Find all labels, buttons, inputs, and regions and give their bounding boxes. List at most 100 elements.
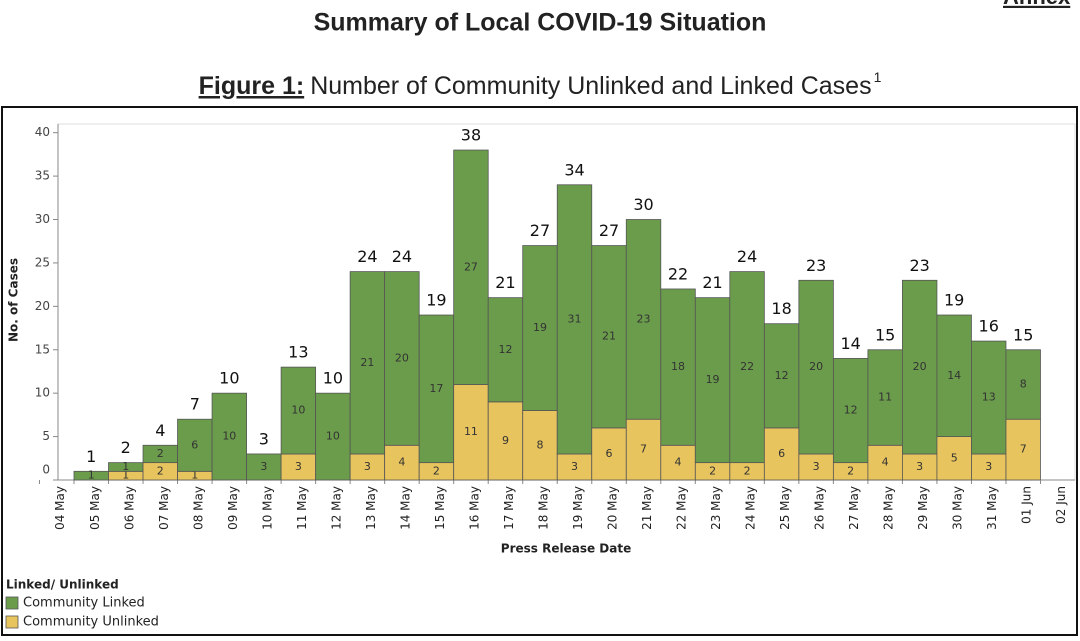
segment-label: 20 <box>809 360 823 373</box>
bar-segment <box>798 453 834 481</box>
y-tick-label: 15 <box>35 342 50 356</box>
bar-segment <box>1005 418 1041 481</box>
bar-segment <box>660 444 696 481</box>
total-label: 23 <box>806 256 826 275</box>
segment-label: 4 <box>882 456 889 469</box>
bar-segment <box>487 401 524 481</box>
total-label: 10 <box>323 369 343 388</box>
segment-label: 21 <box>360 356 374 369</box>
bar-segment <box>280 453 317 481</box>
x-tick-label: 23 May <box>709 486 723 530</box>
x-tick-label: 13 May <box>364 486 378 530</box>
segment-label: 13 <box>982 391 996 404</box>
total-label: 24 <box>392 247 412 266</box>
segment-label: 2 <box>709 464 716 477</box>
x-tick-label: 17 May <box>502 486 516 530</box>
segment-label: 20 <box>395 351 409 364</box>
segment-label: 10 <box>326 430 340 443</box>
bar-segment <box>522 245 558 411</box>
segment-label: 20 <box>913 360 927 373</box>
segment-label: 2 <box>157 464 164 477</box>
segment-label: 8 <box>1020 377 1027 390</box>
segment-label: 6 <box>606 447 613 460</box>
y-tick-label: 10 <box>35 386 50 400</box>
total-label: 27 <box>599 221 619 240</box>
x-tick-label: 07 May <box>157 486 171 530</box>
bar-segment <box>660 288 696 446</box>
y-tick-label: 35 <box>35 169 50 183</box>
total-label: 27 <box>530 221 550 240</box>
segment-label: 19 <box>533 321 547 334</box>
total-label: 21 <box>702 273 722 292</box>
total-label: 24 <box>357 247 377 266</box>
bar-segment <box>763 427 800 481</box>
total-label: 21 <box>495 273 515 292</box>
x-tick-label: 26 May <box>813 486 827 530</box>
bar-segment <box>349 453 386 481</box>
total-label: 14 <box>840 334 860 353</box>
bar-segment <box>1005 349 1041 420</box>
segment-label: 5 <box>951 451 958 464</box>
x-tick-label: 27 May <box>847 486 861 530</box>
total-label: 15 <box>1013 325 1033 344</box>
total-label: 16 <box>979 317 999 336</box>
total-label: 18 <box>771 299 791 318</box>
bar-segment <box>211 392 247 481</box>
figure-title-text: Number of Community Unlinked and Linked … <box>310 72 871 100</box>
bar-segment <box>453 384 489 481</box>
bar-segment <box>453 149 489 385</box>
total-label: 30 <box>633 195 653 214</box>
bar-segment <box>936 314 972 437</box>
legend-title: Linked/ Unlinked <box>6 578 119 592</box>
segment-label: 10 <box>222 430 236 443</box>
bar-segment <box>280 366 317 455</box>
segment-label: 27 <box>464 260 478 273</box>
segment-label: 2 <box>157 447 164 460</box>
segment-label: 3 <box>364 460 371 473</box>
x-tick-label: 10 May <box>260 486 274 530</box>
x-tick-label: 21 May <box>640 486 654 530</box>
bar-segment <box>591 245 627 429</box>
segment-label: 3 <box>985 460 992 473</box>
x-tick-label: 18 May <box>536 486 550 530</box>
segment-label: 21 <box>602 330 616 343</box>
x-tick-label: 20 May <box>606 486 620 530</box>
segment-label: 1 <box>122 469 129 482</box>
bar-segment <box>798 279 834 455</box>
annex-label: Annex <box>1003 0 1071 9</box>
total-label: 15 <box>875 325 895 344</box>
y-tick-label: 20 <box>35 299 50 313</box>
bar-segment <box>522 410 558 481</box>
total-label: 3 <box>259 429 269 448</box>
segment-label: 3 <box>571 460 578 473</box>
x-tick-label: 09 May <box>226 486 240 530</box>
legend-label: Community Linked <box>23 596 145 611</box>
segment-label: 1 <box>191 469 198 482</box>
bar-segment <box>902 279 938 455</box>
bar-segment <box>625 418 662 481</box>
x-tick-label: 28 May <box>882 486 896 530</box>
x-tick-label: 05 May <box>88 486 102 530</box>
segment-label: 4 <box>398 456 405 469</box>
y-tick-label: 5 <box>42 429 50 443</box>
total-label: 24 <box>737 247 757 266</box>
segment-label: 31 <box>568 312 582 325</box>
x-tick-label: 02 Jun <box>1054 486 1068 524</box>
bar-segment <box>902 453 938 481</box>
bar-segment <box>971 453 1007 481</box>
bar-segment <box>177 418 213 472</box>
segment-label: 3 <box>295 460 302 473</box>
x-tick-label: 22 May <box>675 486 689 530</box>
x-tick-label: 30 May <box>951 486 965 530</box>
segment-label: 11 <box>464 425 478 438</box>
y-tick-label: 40 <box>35 125 50 139</box>
segment-label: 6 <box>778 447 785 460</box>
y-tick-label: 25 <box>35 255 50 269</box>
segment-label: 2 <box>847 464 854 477</box>
y-axis-label: No. of Cases <box>7 258 21 342</box>
segment-label: 19 <box>706 373 720 386</box>
x-tick-label: 24 May <box>744 486 758 530</box>
segment-label: 12 <box>498 343 512 356</box>
total-label: 7 <box>190 395 200 414</box>
segment-label: 17 <box>429 382 443 395</box>
